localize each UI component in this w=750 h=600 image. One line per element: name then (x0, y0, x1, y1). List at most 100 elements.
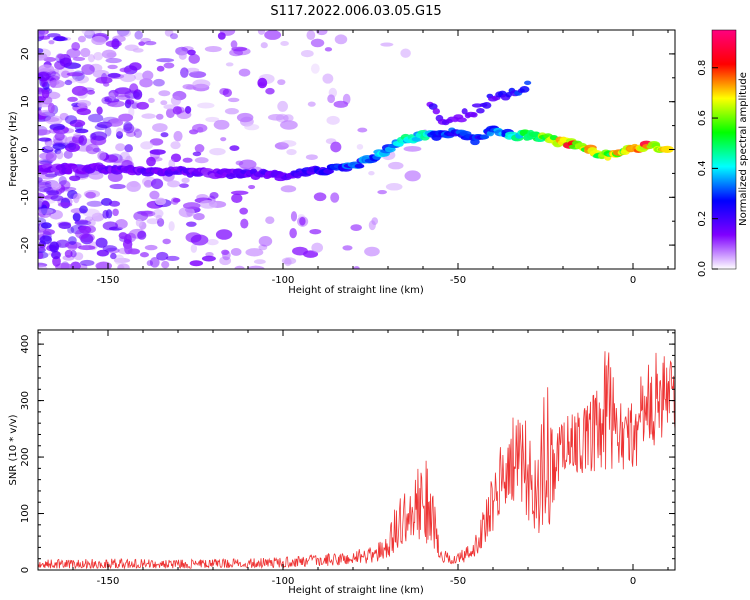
spectrogram-cell (134, 30, 143, 40)
spectrogram-cell (196, 194, 209, 201)
x-tick-label: -150 (97, 576, 120, 587)
spectrogram-cell (400, 48, 411, 58)
spectrogram-cell (197, 102, 215, 109)
spectrogram-cell (144, 40, 157, 46)
spectrogram-cell (264, 30, 282, 40)
spectrogram-branch-cell (461, 108, 468, 115)
spectrogram-cell (170, 197, 179, 205)
y-tick-label: 100 (20, 504, 31, 523)
spectrogram-cell (78, 135, 88, 146)
spectrogram-cell (182, 83, 196, 90)
spectrogram-cell (64, 249, 73, 258)
spectrogram-cell (51, 183, 62, 190)
spectrogram-cell (87, 54, 95, 63)
x-tick-label: -50 (450, 576, 466, 587)
snr-axes: -150 -100 -50 0 0 100 200 300 400 (20, 330, 675, 587)
spectrogram-cell (74, 75, 90, 84)
spectrogram-cell (38, 129, 51, 136)
spectrogram-cell (101, 49, 117, 59)
spectrogram-cell (149, 257, 160, 268)
spectrogram-cell (117, 247, 134, 255)
spectrogram-cell (289, 227, 297, 239)
spectrogram-cell (97, 150, 107, 161)
spectrogram-branch-cell (470, 112, 478, 118)
spectrogram-cell (181, 177, 190, 184)
spectrogram-cell (88, 171, 104, 180)
spectrogram-cell (173, 130, 183, 142)
spectrogram-cell (149, 190, 160, 200)
spectrogram-cell (170, 153, 182, 163)
spectrogram-cell (201, 255, 216, 262)
spectrogram-cell (165, 255, 180, 261)
spectrogram-cell (72, 193, 80, 204)
spectrogram-cell (77, 102, 88, 108)
y-tick-label: 20 (20, 48, 31, 61)
spectrogram-cell (67, 96, 78, 102)
spectrogram-cell (73, 133, 82, 138)
spectrogram-cell (284, 258, 292, 267)
spectrogram-cell (219, 88, 229, 95)
spectrogram-cell (199, 200, 218, 209)
spectrogram-cell (165, 107, 175, 119)
spectrogram-cell (132, 48, 144, 53)
spectrogram-cell (330, 192, 340, 203)
spectrogram-cell (280, 120, 298, 130)
spectrogram-cell (209, 192, 219, 199)
colorbar: 0.0 0.2 0.4 0.6 0.8 Normalized spectral ampl… (697, 29, 749, 277)
spectrogram-cell (280, 185, 297, 193)
spectrogram-cell (77, 35, 86, 43)
snr-series-line (38, 351, 675, 570)
spectrogram-cell (79, 205, 88, 214)
colorbar-label: Normalized spectral amplitude (738, 72, 749, 226)
spectrogram-cell (280, 140, 297, 147)
chart-title: S117.2022.006.03.05.G15 (270, 4, 441, 19)
spectrogram-cell (240, 218, 249, 229)
spectrogram-branch-cell (428, 103, 438, 110)
spectrogram-cell (115, 219, 128, 229)
spectrogram-cell (231, 193, 243, 203)
spectrogram-cell (84, 216, 93, 222)
spectrogram-cell (194, 144, 205, 153)
spectrogram-cell (139, 77, 153, 88)
spectrogram-cell (257, 30, 266, 35)
spectrogram-cell (182, 157, 193, 163)
spectrogram-branch-cell (456, 117, 467, 123)
x-tick-label: -150 (97, 275, 120, 286)
spectrogram-cell (220, 137, 227, 142)
spectrogram-cell (38, 64, 55, 75)
spectrogram-cell (64, 79, 73, 86)
spectrogram-cell (38, 71, 50, 82)
spectrogram-cell (330, 141, 342, 153)
spectrogram-cell (45, 151, 57, 162)
spectrogram-cell (38, 181, 52, 193)
spectrogram-cell (142, 70, 154, 81)
spectrogram-cell (185, 67, 200, 73)
spectrogram-cell (148, 97, 155, 103)
spectrogram-cell (238, 68, 251, 77)
spectrogram-cell (353, 266, 360, 269)
spectrogram-ridge-cell (661, 145, 674, 154)
spectrogram-cell (72, 56, 86, 61)
spectrogram-cell (102, 245, 117, 252)
spectrogram-cell (79, 225, 92, 234)
spectrogram-cell (68, 236, 77, 245)
spectrogram-cell (313, 192, 327, 202)
snr-frame (37, 329, 676, 571)
spectrogram-cell (71, 41, 81, 51)
spectrogram-cell (281, 257, 297, 265)
spectrogram-cell (190, 234, 209, 246)
spectrogram-cell (227, 97, 240, 103)
spectrogram-cell (38, 35, 51, 40)
spectrogram-cell (38, 183, 46, 189)
spectrogram-branch-cell (476, 107, 485, 114)
spectrogram-cell (39, 235, 52, 245)
spectrogram-cell (192, 151, 202, 157)
spectrogram-cell (38, 30, 48, 37)
spectrogram-cell (299, 216, 306, 226)
spectrogram-cell (182, 202, 201, 210)
spectrogram-cell (258, 244, 268, 251)
spectrogram-cell (125, 99, 135, 105)
spectrogram-cell (49, 209, 63, 220)
